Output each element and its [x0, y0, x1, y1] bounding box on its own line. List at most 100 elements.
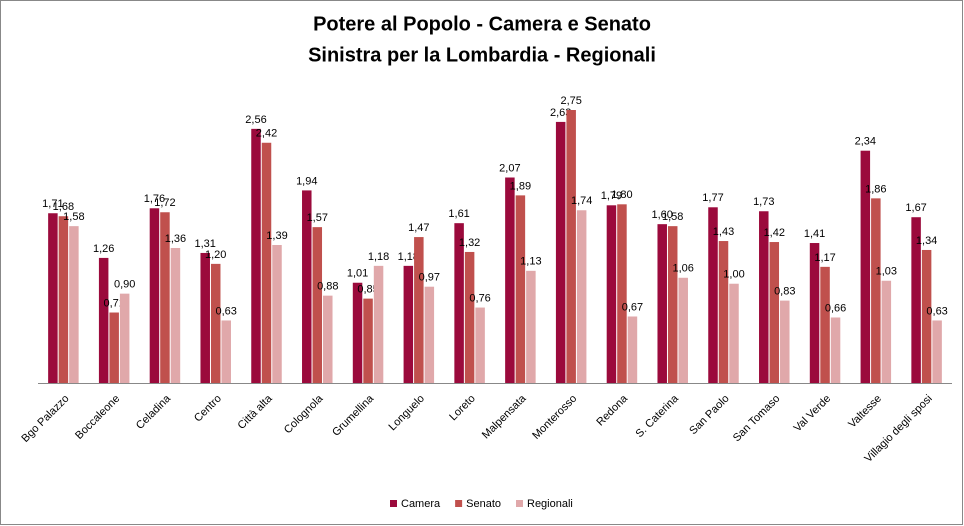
bar [881, 280, 892, 383]
bar [729, 283, 739, 383]
data-label: 1,18 [368, 251, 389, 263]
data-label: 0,85 [357, 284, 378, 296]
data-label: 2,75 [560, 95, 581, 107]
data-label: 1,39 [266, 230, 287, 242]
bar [780, 300, 790, 383]
data-label: 2,56 [245, 114, 266, 126]
bar [515, 195, 526, 383]
bar [352, 282, 363, 383]
bar [170, 247, 181, 383]
data-label: 1,68 [53, 201, 74, 213]
data-label: 1,77 [702, 192, 723, 204]
data-label: 1,00 [723, 269, 744, 281]
bar [769, 242, 780, 383]
bar [526, 270, 536, 383]
data-label: 0,90 [114, 279, 135, 291]
data-label: 0,71 [103, 297, 124, 309]
bar [911, 217, 921, 383]
data-label: 1,03 [876, 266, 897, 278]
bar [302, 190, 312, 383]
data-label: 0,88 [317, 281, 338, 293]
data-label: 1,94 [296, 175, 317, 187]
bar [718, 241, 729, 383]
bar [678, 277, 688, 383]
data-label: 0,66 [825, 302, 846, 314]
bar [48, 213, 58, 383]
bar [109, 312, 119, 383]
bar [210, 263, 221, 383]
bar [820, 266, 830, 383]
bar [860, 150, 871, 383]
data-label: 1,18 [398, 251, 419, 263]
bar [261, 142, 272, 383]
bar [58, 216, 69, 383]
bar [505, 177, 515, 383]
bar [627, 316, 638, 383]
data-label: 1,89 [510, 180, 531, 192]
bar [464, 251, 475, 383]
data-label: 1,01 [347, 268, 368, 280]
data-label: 0,83 [774, 286, 795, 298]
bar [667, 226, 678, 383]
bar [475, 307, 485, 383]
data-label: 1,20 [205, 249, 226, 261]
bar [454, 223, 464, 383]
data-label: 1,86 [865, 183, 886, 195]
bar [617, 204, 627, 383]
bar [566, 110, 576, 383]
chart-title: Potere al Popolo - Camera e Senato [313, 13, 651, 35]
data-label: 1,32 [459, 237, 480, 249]
bar [312, 227, 323, 383]
data-label: 1,76 [144, 193, 165, 205]
bar [932, 320, 942, 383]
bar [657, 224, 667, 383]
data-label: 1,47 [408, 222, 429, 234]
bar [759, 211, 769, 383]
legend-label: Camera [401, 498, 441, 510]
bar [323, 295, 333, 383]
data-label: 1,60 [652, 209, 673, 221]
bar [69, 226, 79, 383]
data-label: 1,58 [662, 211, 683, 223]
legend-swatch [390, 500, 397, 507]
bar [424, 286, 435, 383]
bar [160, 212, 170, 383]
data-label: 1,71 [42, 198, 63, 210]
data-label: 2,63 [550, 107, 571, 119]
bar [119, 293, 130, 383]
legend-label: Senato [466, 498, 501, 510]
bar [414, 237, 424, 383]
bar [708, 207, 718, 383]
bar [363, 298, 373, 383]
data-label: 1,80 [611, 189, 632, 201]
data-label: 1,74 [571, 195, 592, 207]
bar [200, 252, 210, 383]
data-label: 1,41 [804, 228, 825, 240]
data-label: 1,17 [814, 252, 835, 264]
data-label: 0,76 [469, 292, 490, 304]
data-label: 1,13 [520, 256, 541, 268]
data-label: 1,72 [154, 197, 175, 209]
data-label: 2,42 [256, 128, 277, 140]
data-label: 1,31 [195, 238, 216, 250]
data-label: 0,63 [216, 305, 237, 317]
bar [555, 121, 566, 384]
data-label: 1,36 [165, 233, 186, 245]
bar [272, 245, 282, 383]
data-label: 2,34 [855, 136, 876, 148]
legend-swatch [516, 500, 523, 507]
bar [576, 210, 587, 383]
data-label: 1,34 [916, 235, 937, 247]
bar [830, 317, 841, 383]
bar [251, 128, 261, 383]
data-label: 1,58 [63, 211, 84, 223]
data-label: 2,07 [499, 162, 520, 174]
data-label: 0,97 [419, 272, 440, 284]
data-label: 0,67 [622, 301, 643, 313]
bar [606, 205, 617, 383]
bar [149, 208, 160, 383]
bar [871, 198, 881, 383]
legend-label: Regionali [527, 498, 573, 510]
legend-swatch [455, 500, 463, 507]
